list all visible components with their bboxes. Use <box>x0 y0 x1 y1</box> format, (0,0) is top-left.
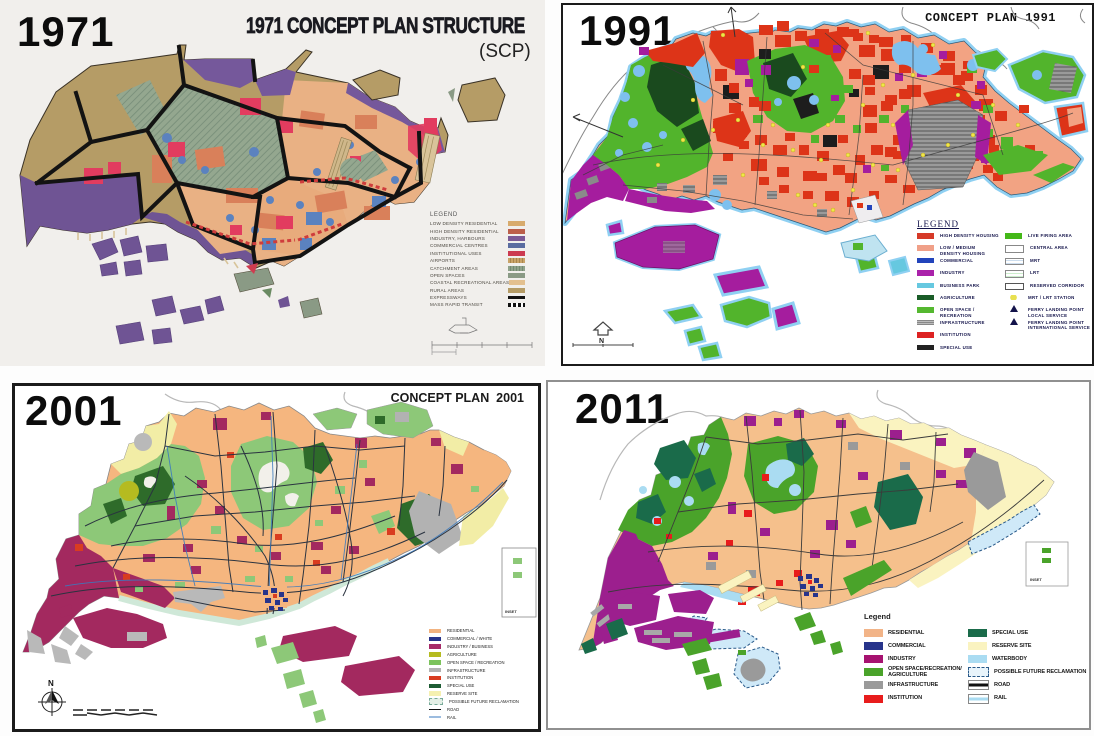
svg-text:N: N <box>48 679 54 688</box>
svg-text:INSET: INSET <box>1030 577 1042 582</box>
svg-text:N: N <box>599 338 604 345</box>
svg-text:INSET: INSET <box>505 609 517 614</box>
